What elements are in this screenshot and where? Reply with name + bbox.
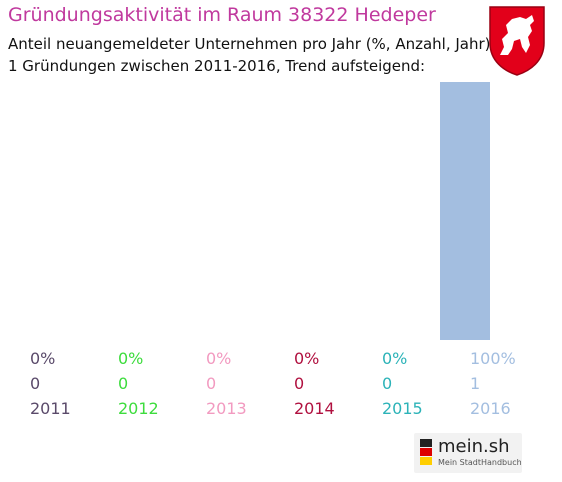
count-label-2011: 0 (30, 374, 40, 393)
percent-label-2014: 0% (294, 349, 319, 368)
chart-subtitle-2: 1 Gründungen zwischen 2011-2016, Trend a… (8, 57, 426, 75)
percent-label-2013: 0% (206, 349, 231, 368)
brand-footer[interactable]: mein.sh Mein StadtHandbuch (414, 433, 522, 473)
year-label-2011: 2011 (30, 399, 71, 418)
brand-tagline: Mein StadtHandbuch (438, 458, 522, 467)
page-title: Gründungsaktivität im Raum 38322 Hedeper (8, 4, 436, 26)
percent-label-2011: 0% (30, 349, 55, 368)
percent-label-2015: 0% (382, 349, 407, 368)
percent-label-2012: 0% (118, 349, 143, 368)
brand-name: mein.sh (438, 436, 510, 457)
germany-flag-icon (420, 439, 432, 465)
bar-2016 (440, 82, 490, 340)
year-label-2016: 2016 (470, 399, 511, 418)
year-label-2015: 2015 (382, 399, 423, 418)
year-label-2012: 2012 (118, 399, 159, 418)
year-label-2014: 2014 (294, 399, 335, 418)
count-label-2015: 0 (382, 374, 392, 393)
horse-crest-icon (489, 6, 545, 76)
count-label-2013: 0 (206, 374, 216, 393)
count-label-2014: 0 (294, 374, 304, 393)
count-label-2012: 0 (118, 374, 128, 393)
percent-label-2016: 100% (470, 349, 516, 368)
count-label-2016: 1 (470, 374, 480, 393)
year-label-2013: 2013 (206, 399, 247, 418)
chart-subtitle-1: Anteil neuangemeldeter Unternehmen pro J… (8, 35, 491, 53)
